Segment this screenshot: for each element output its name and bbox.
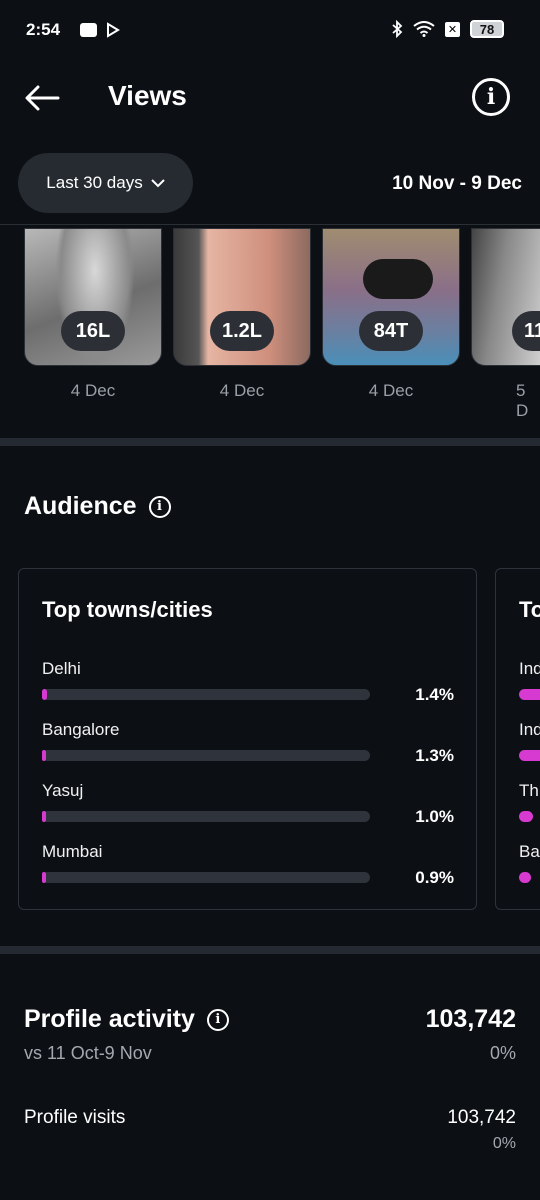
country-row: Ba (519, 842, 540, 883)
bar-fill (42, 811, 46, 822)
divider (0, 224, 540, 225)
wifi-icon (413, 21, 435, 37)
date-range-text: 10 Nov - 9 Dec (392, 173, 522, 194)
play-store-icon (107, 22, 120, 38)
date-range-selector[interactable]: Last 30 days (18, 153, 193, 213)
page-title: Views (108, 80, 187, 111)
battery-indicator: 78 (470, 20, 504, 38)
thumbnail-date: 4 Dec (368, 381, 414, 400)
section-divider (0, 438, 540, 446)
audience-title: Audience (24, 492, 137, 520)
bar-fill (519, 750, 540, 761)
info-icon: i (486, 84, 496, 110)
profile-visits-label: Profile visits (24, 1107, 126, 1128)
info-icon[interactable]: i (206, 1008, 229, 1031)
city-row: Delhi 1.4% (42, 659, 454, 704)
video-thumbnail[interactable]: 1.2L (173, 228, 311, 366)
city-name: Bangalore (42, 720, 120, 739)
country-name: Ind (519, 659, 540, 678)
chevron-down-icon (150, 179, 165, 188)
bluetooth-icon (392, 20, 403, 38)
bar-track (42, 750, 370, 761)
bar-fill (519, 811, 533, 822)
status-left-icons (80, 22, 121, 38)
profile-activity-change: 0% (489, 1043, 516, 1063)
sim-off-icon: ✕ (445, 21, 460, 37)
city-name: Delhi (42, 659, 81, 678)
country-name: Ind (519, 720, 540, 739)
bar-track (42, 689, 370, 700)
bar-fill (519, 872, 531, 883)
country-row: Th (519, 781, 540, 822)
country-row: Ind (519, 659, 540, 700)
country-name: Th (519, 781, 539, 800)
comparison-period: vs 11 Oct-9 Nov (24, 1043, 152, 1063)
info-button[interactable]: i (472, 78, 510, 116)
country-name: Ba (519, 842, 540, 861)
city-percent: 1.4% (415, 685, 454, 704)
audience-heading: Audience i (24, 492, 171, 521)
profile-activity-heading: Profile activity i (24, 1005, 229, 1034)
top-countries-card[interactable]: To Ind Ind Th Ba (495, 568, 540, 910)
bar-fill (519, 689, 540, 700)
card-title: To (519, 597, 540, 622)
country-row: Ind (519, 720, 540, 761)
notification-icon (80, 23, 97, 37)
views-badge: 1.2L (209, 311, 275, 351)
video-thumbnail[interactable]: 11 (471, 228, 540, 366)
thumbnail-date: 4 Dec (219, 381, 265, 400)
views-badge: 84T (359, 311, 423, 351)
profile-activity-title: Profile activity (24, 1005, 195, 1033)
top-cities-card[interactable]: Top towns/cities Delhi 1.4% Bangalore 1.… (18, 568, 477, 910)
city-name: Yasuj (42, 781, 84, 800)
city-row: Mumbai 0.9% (42, 842, 454, 887)
bar-track (42, 872, 370, 883)
back-button[interactable] (20, 78, 64, 118)
video-thumbnail[interactable]: 16L (24, 228, 162, 366)
bar-track (42, 811, 370, 822)
city-name: Mumbai (42, 842, 103, 861)
thumbnail-date: 5 D (516, 381, 529, 420)
views-badge: 16L (61, 311, 125, 351)
city-row: Yasuj 1.0% (42, 781, 454, 826)
back-arrow-icon (25, 85, 60, 111)
status-right-icons: ✕ 78 (391, 20, 504, 38)
profile-activity-value: 103,742 (425, 1005, 516, 1033)
info-icon[interactable]: i (148, 495, 171, 518)
bar-fill (42, 872, 46, 883)
bar-fill (42, 750, 46, 761)
profile-visits-change: 0% (492, 1135, 516, 1152)
city-row: Bangalore 1.3% (42, 720, 454, 765)
status-time: 2:54 (26, 20, 61, 39)
thumbnail-date: 4 Dec (70, 381, 116, 400)
bar-fill (42, 689, 47, 700)
views-badge: 11 (512, 311, 540, 351)
city-percent: 0.9% (415, 868, 454, 887)
card-title: Top towns/cities (42, 597, 213, 622)
city-percent: 1.0% (415, 807, 454, 826)
profile-visits-value: 103,742 (447, 1107, 516, 1128)
section-divider (0, 946, 540, 954)
video-thumbnail[interactable]: 84T (322, 228, 460, 366)
city-percent: 1.3% (415, 746, 454, 765)
date-range-selector-label: Last 30 days (46, 173, 143, 192)
